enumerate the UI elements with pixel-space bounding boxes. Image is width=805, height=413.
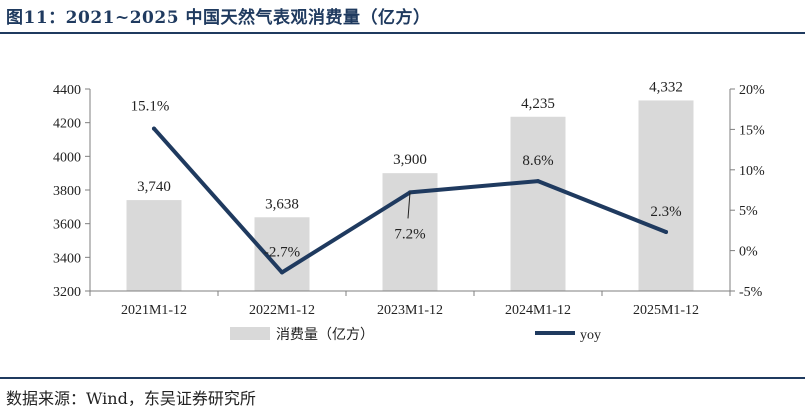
left-axis-tick-label: 4400 — [53, 83, 81, 98]
left-axis-tick-label: 4200 — [53, 117, 81, 132]
right-axis-tick-label: 10% — [739, 164, 765, 179]
chart-title: 图11：2021~2025 中国天然气表观消费量（亿方） — [6, 8, 431, 28]
yoy-value-label: 7.2% — [394, 226, 425, 242]
yoy-point — [536, 179, 540, 184]
bar-2024M1-12 — [510, 116, 566, 292]
left-axis-tick-label: 3400 — [53, 251, 81, 266]
right-axis-tick-label: 0% — [739, 245, 758, 260]
left-axis-tick-label: 3800 — [53, 184, 81, 199]
yoy-point — [664, 230, 668, 235]
right-axis-tick-label: 20% — [739, 83, 765, 98]
left-axis-tick-label: 4000 — [53, 150, 81, 165]
title-divider — [0, 32, 805, 34]
x-axis-tick-label: 2024M1-12 — [505, 303, 571, 318]
left-axis-tick-label: 3200 — [53, 285, 81, 300]
legend-bar-swatch — [230, 327, 270, 340]
bar-value-label: 4,332 — [649, 79, 683, 95]
x-axis-tick-label: 2021M1-12 — [121, 303, 187, 318]
bar-value-label: 4,235 — [521, 96, 555, 112]
bar-2025M1-12 — [638, 100, 694, 292]
bar-value-label: 3,638 — [265, 196, 299, 212]
source-note: 数据来源：Wind，东吴证券研究所 — [6, 389, 256, 408]
x-axis-tick-label: 2023M1-12 — [377, 303, 443, 318]
left-axis-tick-label: 3600 — [53, 218, 81, 233]
yoy-label-leader — [407, 192, 411, 219]
bar-value-label: 3,900 — [393, 152, 427, 168]
legend-line-label: yoy — [580, 328, 601, 343]
right-axis-tick-label: -5% — [739, 285, 763, 300]
source-divider — [0, 377, 805, 379]
x-axis-tick-label: 2022M1-12 — [249, 303, 315, 318]
bar-value-label: 3,740 — [137, 179, 171, 195]
bar-2021M1-12 — [126, 200, 182, 291]
yoy-value-label: -2.7% — [264, 244, 300, 260]
yoy-point — [280, 270, 284, 275]
x-axis-tick-label: 2025M1-12 — [633, 303, 699, 318]
yoy-value-label: 2.3% — [650, 204, 681, 220]
legend-bar-label: 消费量（亿方） — [276, 327, 374, 343]
yoy-point — [152, 126, 156, 131]
right-axis-tick-label: 15% — [739, 123, 765, 138]
yoy-value-label: 8.6% — [522, 153, 553, 169]
right-axis-tick-label: 5% — [739, 204, 758, 219]
yoy-value-label: 15.1% — [131, 99, 170, 115]
